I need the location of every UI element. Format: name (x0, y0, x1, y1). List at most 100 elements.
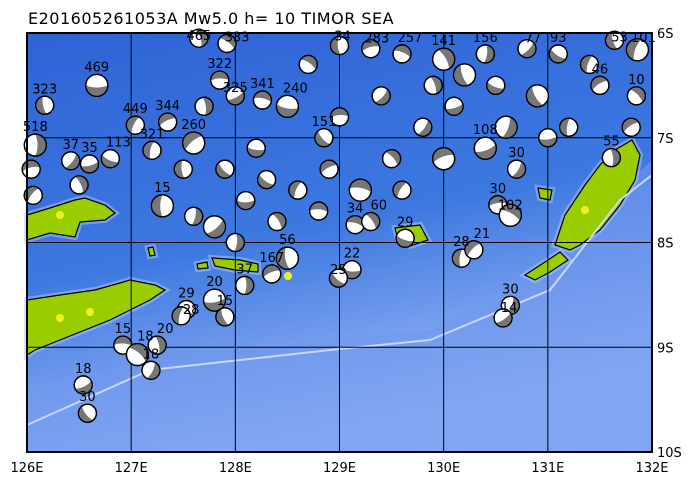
depth-label: 60 (370, 199, 387, 214)
beachball-outline (444, 96, 464, 116)
focal-mechanism (235, 275, 255, 296)
beachball-outline (252, 90, 273, 110)
beachball-compression (314, 131, 330, 147)
depth-label: 341 (250, 77, 275, 92)
focal-mechanism (173, 159, 193, 179)
beachball-outline (381, 149, 402, 169)
focal-mechanism (298, 54, 318, 75)
beachball-compression (309, 202, 328, 212)
beachball-outline (225, 86, 245, 106)
beachball-outline (601, 148, 622, 168)
beachball-outline (77, 403, 98, 423)
beachball-compression (174, 160, 185, 179)
focal-mechanism (125, 342, 150, 367)
beachball-outline (246, 138, 266, 158)
depth-label: 167 (259, 251, 284, 266)
depth-label: 93 (550, 31, 567, 46)
focal-mechanism (452, 63, 477, 87)
beachball-outline (432, 147, 456, 171)
beachball-compression (538, 136, 557, 147)
beachball-outline (625, 38, 650, 62)
focal-mechanism (202, 215, 227, 239)
beachball-compression (155, 336, 167, 354)
depth-label: 323 (32, 82, 57, 97)
focal-mechanism (246, 138, 266, 158)
beachball-outline (275, 94, 300, 118)
beachball-compression (559, 118, 570, 137)
focal-mechanism (604, 30, 625, 50)
beachball-compression (35, 134, 47, 157)
highland (284, 272, 292, 280)
beachball-compression (610, 148, 621, 167)
depth-label: 240 (283, 81, 308, 96)
beachball-compression (626, 38, 642, 61)
focal-mechanism (236, 190, 256, 211)
beachball-compression (349, 179, 372, 193)
beachball-outline (361, 211, 381, 232)
depth-label: 29 (178, 287, 195, 302)
focal-mechanism (210, 70, 230, 90)
lon-tick-label: 126E (10, 461, 43, 476)
depth-label: 102 (498, 198, 523, 213)
focal-mechanism (314, 128, 334, 148)
beachball-outline (498, 203, 522, 227)
beachball-compression (202, 97, 214, 116)
beachball-outline (267, 211, 287, 232)
beachball-compression (113, 336, 132, 346)
beachball-outline (79, 154, 100, 174)
beachball-compression (236, 200, 255, 210)
beachball-compression (484, 45, 495, 63)
beachball-outline (371, 86, 391, 106)
focal-mechanism (525, 84, 550, 108)
beachball-compression (65, 153, 80, 170)
focal-mechanism (252, 90, 273, 110)
focal-mechanism (225, 232, 245, 253)
coastline (523, 251, 569, 281)
focal-mechanism (506, 159, 527, 179)
beachball-compression (495, 312, 513, 327)
focal-mechanism (559, 117, 579, 137)
beachball-compression (244, 276, 254, 295)
depth-label: 469 (84, 60, 109, 75)
beachball-compression (385, 149, 401, 166)
beachball-outline (236, 190, 256, 211)
focal-mechanism (217, 33, 237, 54)
focal-mechanism (275, 246, 300, 270)
beachball-outline (579, 54, 600, 75)
beachball-outline (23, 133, 47, 157)
focal-mechanism (69, 175, 89, 195)
beachball-compression (272, 212, 286, 230)
beachball-compression (432, 147, 455, 163)
depth-label: 449 (123, 102, 148, 117)
beachball-compression (75, 381, 93, 394)
beachball-compression (75, 175, 89, 193)
depth-label: 56 (279, 233, 296, 248)
beachball-compression (182, 132, 203, 151)
depth-label: 37 (62, 138, 79, 153)
focal-mechanism (288, 180, 308, 200)
focal-mechanism (215, 159, 235, 179)
beachball-compression (276, 247, 290, 270)
depth-label: 10 (628, 73, 645, 88)
depth-label: 34 (334, 30, 351, 45)
focal-mechanism (141, 360, 161, 380)
depth-label: 77 (525, 32, 542, 47)
focal-mechanism (329, 35, 350, 56)
beachball-outline (395, 228, 415, 248)
beachball-outline (157, 112, 178, 132)
depth-label: 257 (398, 31, 423, 46)
beachball-outline (475, 44, 495, 64)
beachball-compression (276, 104, 299, 118)
beachball-outline (392, 44, 412, 64)
beachball-compression (227, 91, 245, 105)
depth-label: 113 (106, 136, 131, 151)
depth-label: 322 (207, 57, 232, 72)
depth-label: 260 (181, 118, 206, 133)
beachball-compression (158, 113, 176, 126)
beachball-outline (473, 136, 497, 160)
lon-tick-label: 131E (531, 461, 564, 476)
lon-tick-label: 132E (635, 461, 668, 476)
beachball-compression (219, 34, 236, 49)
focal-mechanism (348, 178, 372, 202)
focal-mechanism (493, 308, 513, 328)
